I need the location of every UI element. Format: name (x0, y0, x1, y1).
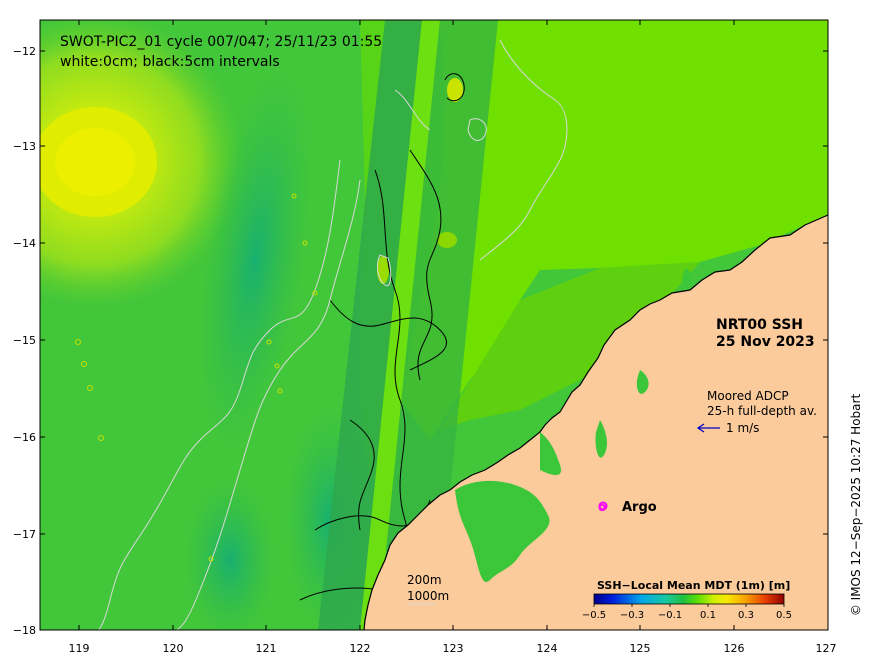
adcp-scale-label: 1 m/s (726, 421, 759, 435)
x-tick-label: 124 (537, 642, 558, 655)
depth-legend-1000m: 1000m (407, 589, 449, 603)
ssh-cool-band-2 (185, 480, 275, 630)
adcp-legend-desc: 25-h full-depth av. (707, 404, 817, 418)
adcp-legend-title: Moored ADCP (707, 389, 789, 403)
colorbar-title: SSH−Local Mean MDT (1m) [m] (597, 579, 790, 592)
x-tick-label: 125 (630, 642, 651, 655)
map-frame (39, 19, 829, 631)
figure-subtitle: white:0cm; black:5cm intervals (60, 54, 280, 70)
bathymetry-contours (97, 39, 568, 630)
argo-marker-glyph: o (598, 500, 606, 514)
x-tick-label: 123 (443, 642, 464, 655)
x-tick-label: 122 (350, 642, 371, 655)
map-area (40, 20, 828, 630)
ssh-high-region-north (400, 20, 828, 440)
colorbar-tick: 0.5 (776, 610, 792, 621)
product-label: NRT00 SSH (716, 317, 803, 333)
ssh-high-region-coast (440, 262, 700, 430)
y-tick-label: −12 (13, 45, 36, 58)
credit-text: © IMOS 12−Sep−2025 10:27 Hobart (849, 394, 863, 617)
colorbar-ramp (593, 593, 785, 605)
ssh-cool-band-1 (198, 71, 312, 449)
swot-swath-east (378, 20, 498, 630)
product-date: 25 Nov 2023 (716, 334, 815, 350)
swot-swath-west (318, 20, 422, 630)
coastal-bay (455, 480, 550, 582)
y-tick-label: −18 (13, 624, 36, 637)
x-tick-label: 119 (69, 642, 90, 655)
y-tick-label: −14 (13, 237, 36, 250)
y-tick-label: −17 (13, 528, 36, 541)
drifter-markers (75, 193, 318, 562)
y-tick-label: −15 (13, 334, 36, 347)
x-tick-label: 126 (724, 642, 745, 655)
x-axis-ticks (78, 20, 829, 630)
y-tick-label: −13 (13, 140, 36, 153)
colorbar-tick: −0.5 (582, 610, 606, 621)
colorbar-tick: −0.1 (658, 610, 682, 621)
argo-float-marker-symbol (598, 501, 608, 511)
colorbar-tick: −0.3 (620, 610, 644, 621)
coastline (363, 214, 828, 630)
colorbar: SSH−Local Mean MDT (1m) [m] −0.5 −0.3 −0… (582, 579, 792, 621)
x-tick-label: 120 (163, 642, 184, 655)
y-axis-ticks (40, 50, 828, 535)
depth-legend-200m: 200m (407, 573, 442, 587)
x-tick-label: 121 (256, 642, 277, 655)
argo-label: Argo (622, 500, 657, 515)
colorbar-tick: 0.3 (738, 610, 754, 621)
x-tick-label: 127 (816, 642, 837, 655)
colorbar-tick: 0.1 (700, 610, 716, 621)
adcp-scale-arrow (696, 423, 720, 433)
y-tick-label: −16 (13, 431, 36, 444)
figure-title: SWOT-PIC2_01 cycle 007/047; 25/11/23 01:… (60, 34, 382, 50)
